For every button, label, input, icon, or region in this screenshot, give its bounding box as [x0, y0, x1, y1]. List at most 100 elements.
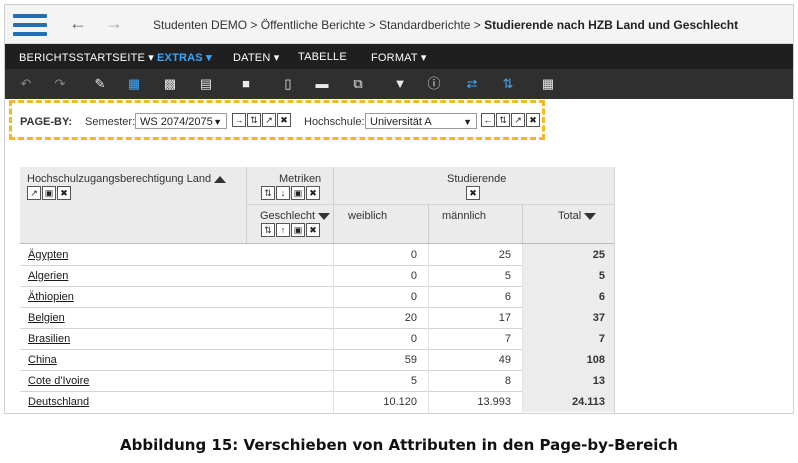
table-row: Äthiopien 0 6 6 [20, 286, 614, 307]
pivot-button-icon[interactable]: ⇅ [247, 113, 261, 127]
swap-icon[interactable]: ▣ [291, 223, 305, 237]
semester-select[interactable]: WS 2074/2075 ▼ [135, 113, 227, 129]
row-header-label[interactable]: Hochschulzugangsberechtigung Land [27, 173, 227, 185]
cell-total: 13 [592, 375, 605, 387]
cell-maennlich: 5 [504, 270, 511, 282]
hochschule-label: Hochschule: [304, 116, 365, 128]
menu-extras[interactable]: EXTRAS ▾ [157, 52, 212, 64]
cell-maennlich: 49 [498, 354, 511, 366]
chevron-down-icon: ▼ [463, 117, 472, 127]
undo-icon[interactable]: ↶ [20, 76, 32, 91]
sort-descending-icon[interactable] [584, 212, 597, 220]
calculator-icon[interactable]: ▦ [541, 76, 555, 91]
table-row: Belgien 20 17 37 [20, 307, 614, 328]
cell-weiblich: 59 [404, 354, 417, 366]
cell-weiblich: 0 [410, 291, 417, 303]
pivot-button-icon[interactable]: ⇅ [496, 113, 510, 127]
move-right-icon[interactable]: → [232, 113, 246, 127]
folder-icon[interactable]: ▬ [315, 76, 329, 91]
table-row: Ägypten 0 25 25 [20, 244, 614, 265]
cell-maennlich: 17 [498, 312, 511, 324]
menu-bar: BERICHTSSTARTSEITE ▾ EXTRAS ▾ DATEN ▾ TA… [5, 44, 793, 69]
swap-icon[interactable]: ▣ [291, 186, 305, 200]
cell-weiblich: 10.120 [383, 396, 417, 408]
cell-weiblich: 0 [410, 333, 417, 345]
row-label[interactable]: Belgien [28, 312, 65, 324]
move-down-icon[interactable]: ↓ [276, 186, 290, 200]
swap-icon[interactable]: ▣ [42, 186, 56, 200]
cell-total: 108 [586, 354, 605, 366]
move-left-icon[interactable]: ← [481, 113, 495, 127]
row-label[interactable]: Algerien [28, 270, 69, 282]
redo-icon[interactable]: ↷ [54, 76, 66, 91]
menu-format[interactable]: FORMAT ▾ [371, 52, 427, 64]
remove-icon[interactable]: ✖ [526, 113, 540, 127]
pivot-button-icon[interactable]: ⇅ [261, 223, 275, 237]
row-label[interactable]: Brasilien [28, 333, 71, 345]
swap-icon[interactable]: ↗ [511, 113, 525, 127]
breadcrumb-item-standardberichte[interactable]: Standardberichte [378, 18, 471, 32]
page-icon[interactable]: ▯ [284, 76, 292, 91]
geschlecht-header[interactable]: Geschlecht [260, 210, 331, 222]
forward-arrow-icon[interactable]: → [105, 13, 123, 33]
sort-descending-icon[interactable] [318, 212, 331, 220]
cell-total: 24.113 [571, 396, 605, 408]
top-bar: ← → Studenten DEMO > Öffentliche Bericht… [5, 5, 793, 44]
column-header-weiblich[interactable]: weiblich [348, 210, 388, 222]
cell-maennlich: 25 [498, 249, 511, 261]
edit-icon[interactable]: ✎ [94, 76, 106, 91]
breadcrumb-item-studenten-demo[interactable]: Studenten DEMO [153, 18, 248, 32]
menu-daten[interactable]: DATEN ▾ [233, 52, 280, 64]
save-icon[interactable]: ■ [242, 76, 250, 91]
info-icon[interactable]: ⓘ [427, 76, 441, 91]
table-row: China 59 49 108 [20, 349, 614, 370]
swap-icon[interactable]: ↗ [262, 113, 276, 127]
table-row: Deutschland 10.120 13.993 24.113 [20, 391, 614, 412]
row-label[interactable]: Ägypten [28, 249, 69, 261]
grid-view-icon[interactable]: ▦ [127, 76, 141, 91]
table-row: Algerien 0 5 5 [20, 265, 614, 286]
menu-berichtsstartseite[interactable]: BERICHTSSTARTSEITE ▾ [19, 52, 155, 64]
semester-label: Semester: [85, 116, 136, 128]
sort-icon[interactable]: ⇅ [502, 76, 514, 91]
remove-icon[interactable]: ✖ [306, 186, 320, 200]
move-up-icon[interactable]: ↑ [276, 223, 290, 237]
cell-maennlich: 8 [504, 375, 511, 387]
row-label[interactable]: Deutschland [28, 396, 90, 408]
pivot-button-icon[interactable]: ↗ [27, 186, 41, 200]
page-by-area: PAGE-BY: Semester: WS 2074/2075 ▼ → ⇅ ↗ ✖… [9, 100, 545, 140]
page-title: Studierende nach HZB Land und Geschlecht [484, 18, 739, 32]
cell-total: 7 [598, 333, 605, 345]
menu-tabelle[interactable]: TABELLE [298, 51, 347, 63]
grid-chart-icon[interactable]: ▤ [199, 76, 213, 91]
chart-view-icon[interactable]: ▩ [163, 76, 177, 91]
hochschule-select[interactable]: Universität A ▼ [365, 113, 477, 129]
column-header-maennlich[interactable]: männlich [442, 210, 487, 222]
breadcrumb-item-oeffentliche-berichte[interactable]: Öffentliche Berichte [260, 18, 366, 32]
filter-icon[interactable]: ▼ [393, 76, 407, 91]
row-label[interactable]: Cote d'Ivoire [28, 375, 90, 387]
row-label[interactable]: China [28, 354, 57, 366]
back-arrow-icon[interactable]: ← [69, 13, 87, 33]
figure-caption: Abbildung 15: Verschieben von Attributen… [120, 436, 678, 454]
cell-maennlich: 7 [504, 333, 511, 345]
column-header-total[interactable]: Total [558, 210, 597, 222]
cell-total: 37 [592, 312, 605, 324]
table-row: Cote d'Ivoire 5 8 13 [20, 370, 614, 391]
hamburger-menu-icon[interactable] [13, 14, 47, 36]
cell-weiblich: 5 [410, 375, 417, 387]
cell-weiblich: 0 [410, 249, 417, 261]
row-label[interactable]: Äthiopien [28, 291, 74, 303]
cell-total: 5 [598, 270, 605, 282]
cell-weiblich: 20 [404, 312, 417, 324]
cell-total: 6 [598, 291, 605, 303]
remove-icon[interactable]: ✖ [306, 223, 320, 237]
cell-maennlich: 13.993 [477, 396, 511, 408]
copy-icon[interactable]: ⧉ [353, 76, 363, 91]
remove-icon[interactable]: ✖ [57, 186, 71, 200]
pivot-button-icon[interactable]: ⇅ [261, 186, 275, 200]
pivot-icon[interactable]: ⇄ [466, 76, 478, 91]
remove-icon[interactable]: ✖ [466, 186, 480, 200]
remove-icon[interactable]: ✖ [277, 113, 291, 127]
sort-ascending-icon[interactable] [214, 175, 227, 183]
